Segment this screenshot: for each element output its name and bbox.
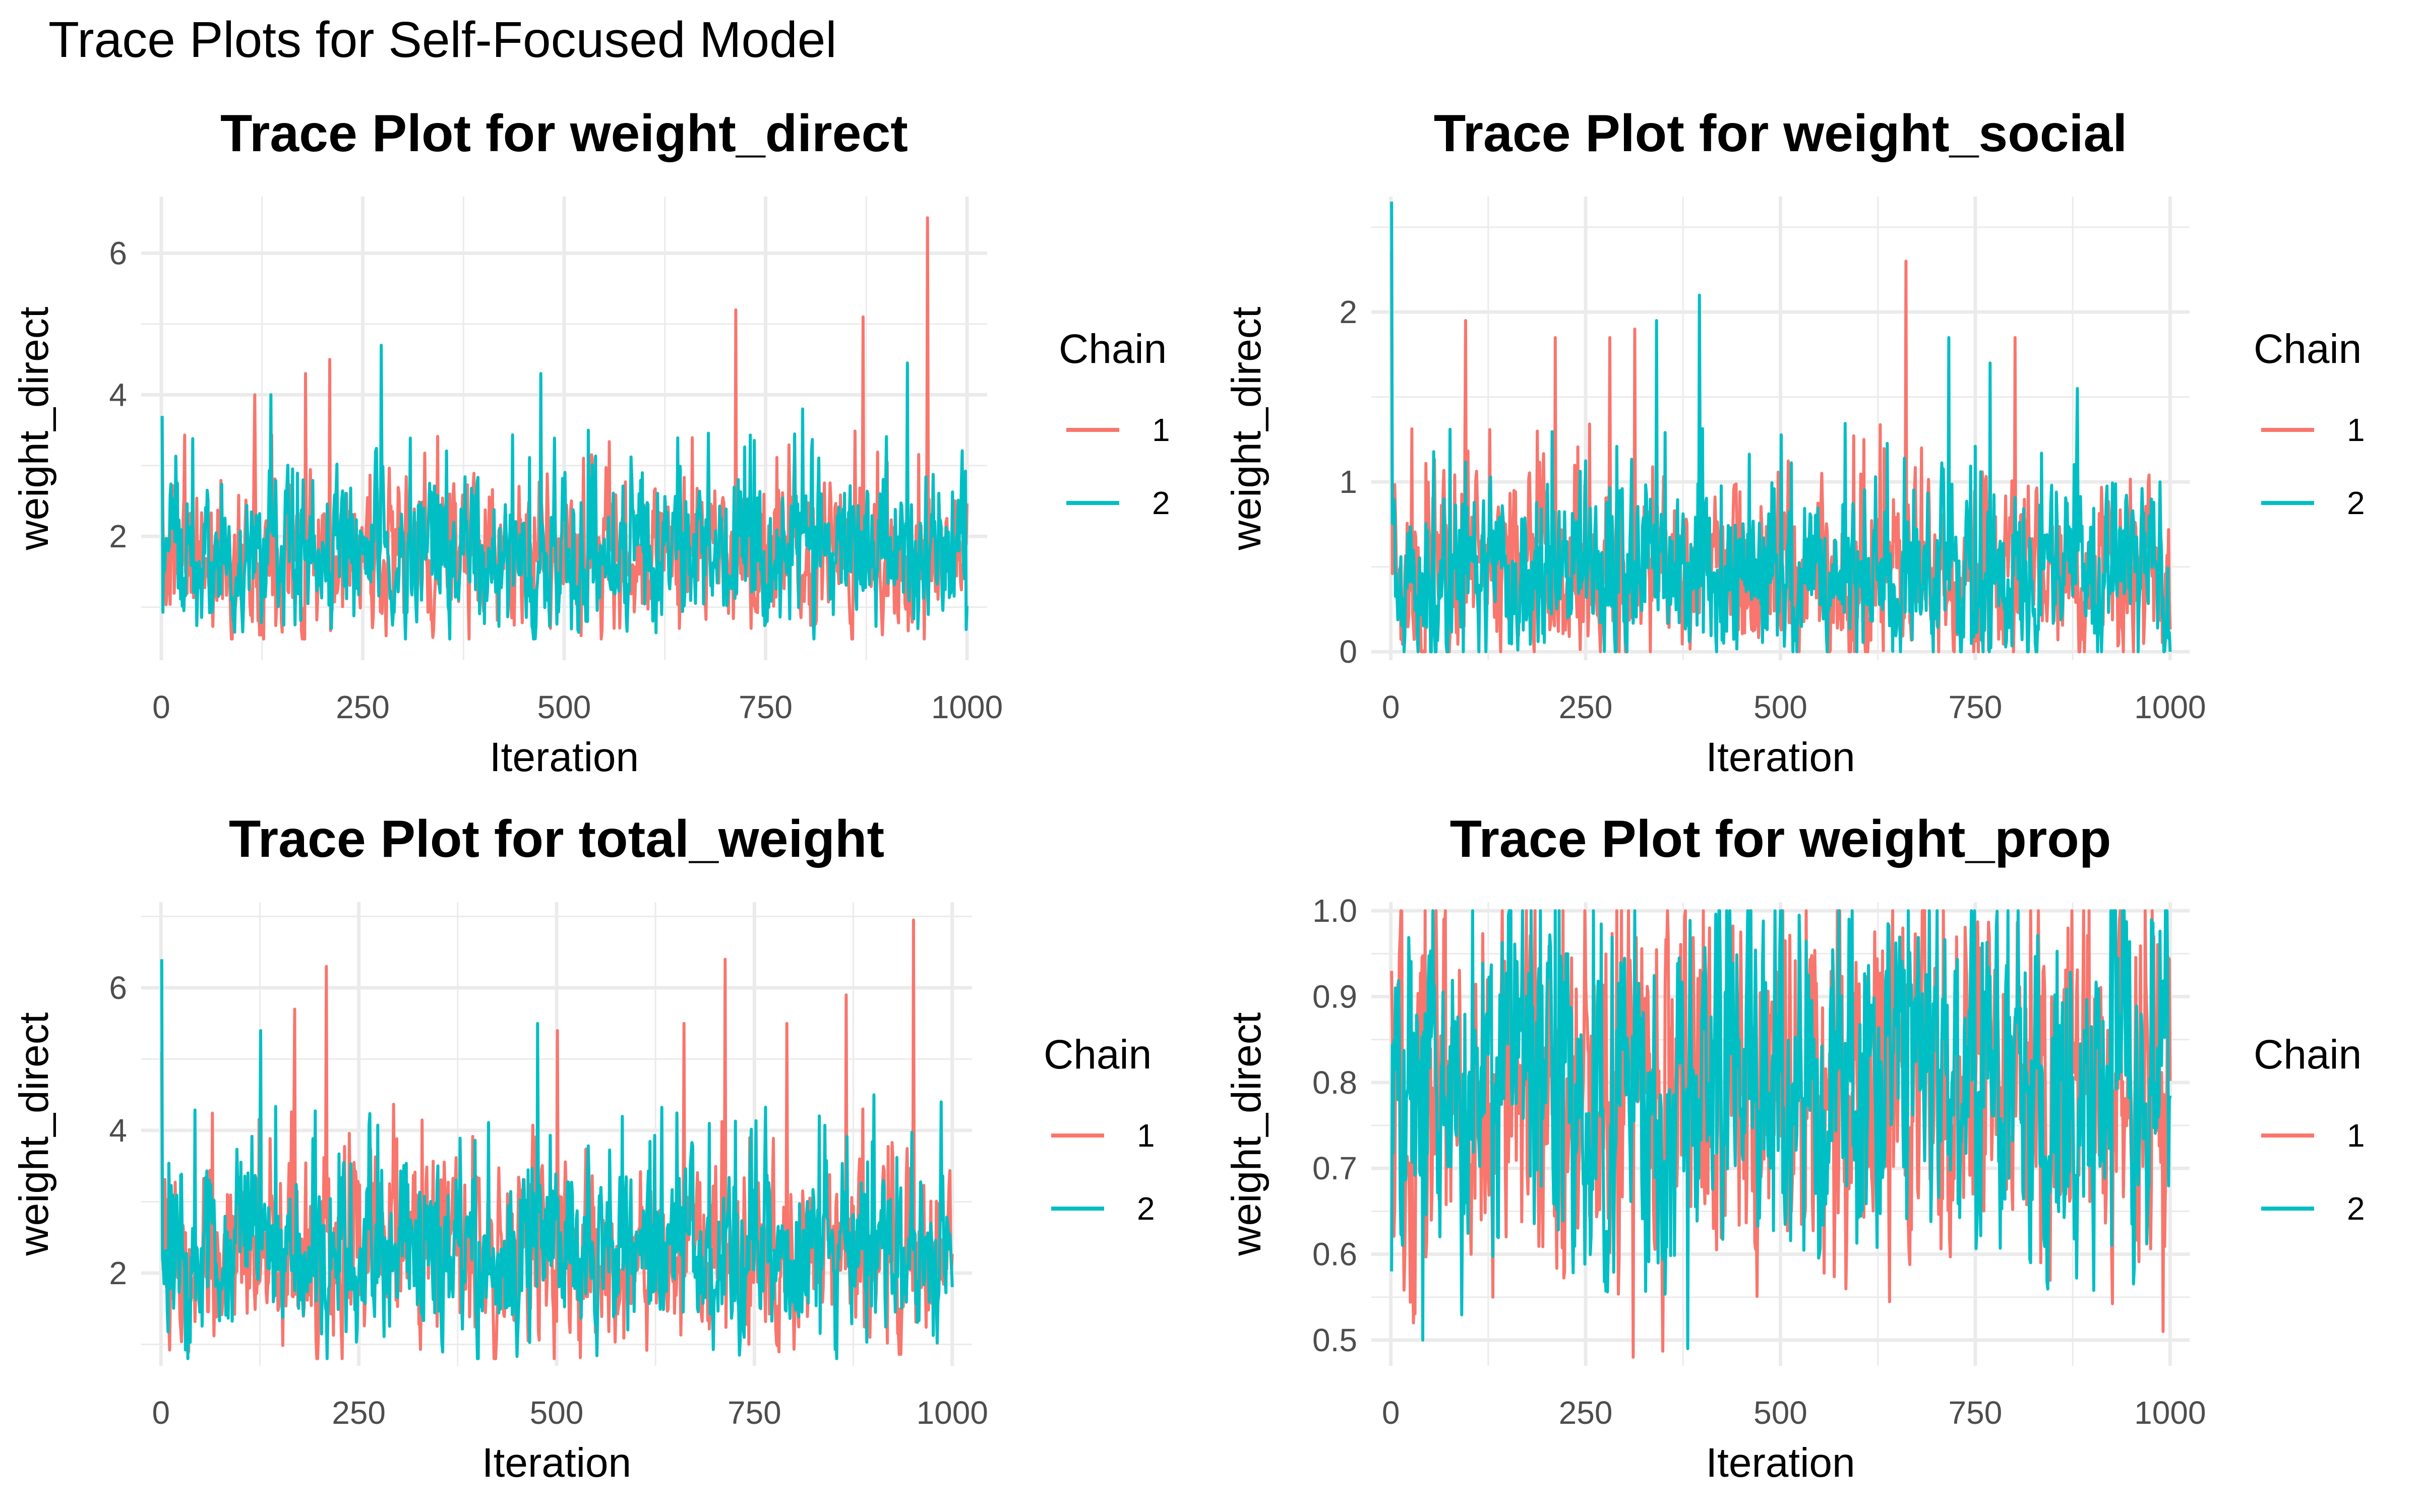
legend-label: 2 (2347, 485, 2365, 521)
x-tick-label: 500 (537, 689, 591, 725)
x-tick-label: 500 (530, 1395, 584, 1431)
legend-label: 2 (2347, 1190, 2365, 1227)
y-tick-label: 6 (109, 970, 127, 1006)
legend-label: 1 (2347, 1117, 2365, 1154)
x-axis-label: Iteration (1706, 1440, 1855, 1486)
series-line-chain-2 (1390, 202, 2172, 654)
y-tick-label: 1.0 (1312, 893, 1357, 929)
legend-label: 1 (1137, 1117, 1155, 1154)
series-line-chain-2 (1390, 909, 2172, 1350)
y-tick-label: 2 (109, 518, 127, 554)
y-tick-label: 4 (109, 1112, 127, 1149)
x-tick-label: 750 (739, 689, 793, 725)
y-axis-label: weight_direct (11, 306, 57, 550)
legend-label: 2 (1137, 1190, 1155, 1227)
y-tick-label: 0.7 (1312, 1150, 1357, 1186)
y-axis-label: weight_direct (1224, 1012, 1269, 1256)
x-tick-label: 0 (1382, 689, 1400, 725)
x-axis-label: Iteration (482, 1440, 631, 1486)
x-tick-label: 0 (152, 1395, 170, 1431)
legend-title: Chain (1044, 1032, 1152, 1078)
panel-title: Trace Plot for total_weight (229, 810, 884, 868)
legend-title: Chain (2254, 326, 2362, 372)
x-tick-label: 1000 (2134, 1395, 2206, 1431)
y-tick-label: 1 (1339, 464, 1357, 500)
y-tick-label: 0.6 (1312, 1236, 1357, 1273)
x-axis-label: Iteration (1706, 734, 1855, 780)
legend-label: 2 (1152, 485, 1170, 521)
x-tick-label: 750 (728, 1395, 781, 1431)
x-tick-label: 250 (336, 689, 390, 725)
x-tick-label: 0 (1382, 1395, 1400, 1431)
legend: Chain 1 2 (2254, 326, 2365, 521)
y-tick-label: 0.5 (1312, 1322, 1357, 1358)
x-tick-label: 1000 (2134, 689, 2206, 725)
y-tick-label: 0.8 (1312, 1064, 1357, 1101)
legend-label: 1 (1152, 412, 1170, 448)
series-line-chain-2 (160, 344, 969, 641)
panel-title: Trace Plot for weight_direct (220, 104, 908, 163)
figure-title: Trace Plots for Self-Focused Model (48, 12, 837, 68)
y-tick-label: 2 (1339, 294, 1357, 330)
x-tick-label: 500 (1753, 1395, 1807, 1431)
x-tick-label: 750 (1949, 689, 2003, 725)
y-tick-label: 0 (1339, 634, 1357, 670)
x-tick-label: 750 (1949, 1395, 2003, 1431)
trace-panel-3: Trace Plot for total_weight 0 250 500 750 100… (11, 810, 1155, 1486)
y-tick-label: 0.9 (1312, 978, 1357, 1015)
x-tick-label: 250 (1559, 1395, 1613, 1431)
x-tick-label: 250 (1559, 689, 1613, 725)
y-tick-label: 4 (109, 376, 127, 413)
legend-title: Chain (2254, 1032, 2362, 1078)
x-tick-label: 1000 (931, 689, 1003, 725)
trace-panel-4: Trace Plot for weight_prop 0 250 500 750 1000… (1224, 810, 2365, 1486)
y-tick-label: 2 (109, 1255, 127, 1291)
y-tick-label: 6 (109, 235, 127, 271)
legend-title: Chain (1059, 326, 1167, 372)
legend: Chain 1 2 (1044, 1032, 1155, 1227)
x-tick-label: 500 (1753, 689, 1807, 725)
legend-label: 1 (2347, 412, 2365, 448)
legend: Chain 1 2 (1059, 326, 1170, 521)
panel-title: Trace Plot for weight_prop (1450, 810, 2111, 868)
series-line-chain-2 (160, 959, 954, 1360)
grid (141, 197, 987, 660)
trace-panel-1: Trace Plot for weight_direct 0 250 500 750 10… (11, 104, 1170, 780)
x-tick-label: 250 (332, 1395, 386, 1431)
x-tick-label: 1000 (917, 1395, 988, 1431)
legend: Chain 1 2 (2254, 1032, 2365, 1227)
y-axis-label: weight_direct (11, 1012, 57, 1256)
x-tick-label: 0 (152, 689, 170, 725)
x-axis-label: Iteration (490, 734, 639, 780)
y-axis-label: weight_direct (1224, 306, 1269, 550)
panel-title: Trace Plot for weight_social (1434, 104, 2128, 163)
